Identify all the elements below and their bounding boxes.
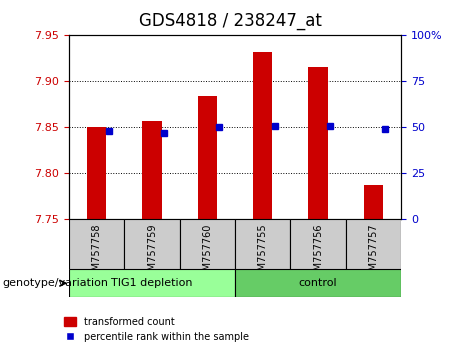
Bar [124,219,180,269]
Text: genotype/variation: genotype/variation [2,278,108,288]
Bar [198,96,217,219]
Bar [235,219,290,269]
Bar [69,219,124,269]
Legend: transformed count, percentile rank within the sample: transformed count, percentile rank withi… [60,313,253,346]
Text: GSM757757: GSM757757 [368,223,378,283]
Bar [308,67,328,219]
Text: GSM757756: GSM757756 [313,223,323,283]
Bar [364,185,383,219]
Bar [253,52,272,219]
Bar [69,269,235,297]
Text: GSM757760: GSM757760 [202,223,213,283]
Bar [142,121,162,219]
Bar [346,219,401,269]
Bar [235,269,401,297]
Bar [87,126,106,219]
Text: TIG1 depletion: TIG1 depletion [112,278,193,288]
Text: GSM757755: GSM757755 [258,223,268,283]
Text: GSM757759: GSM757759 [147,223,157,283]
Text: control: control [299,278,337,288]
Bar [290,219,346,269]
Bar [180,219,235,269]
Text: GSM757758: GSM757758 [92,223,102,283]
Text: GDS4818 / 238247_at: GDS4818 / 238247_at [139,12,322,30]
